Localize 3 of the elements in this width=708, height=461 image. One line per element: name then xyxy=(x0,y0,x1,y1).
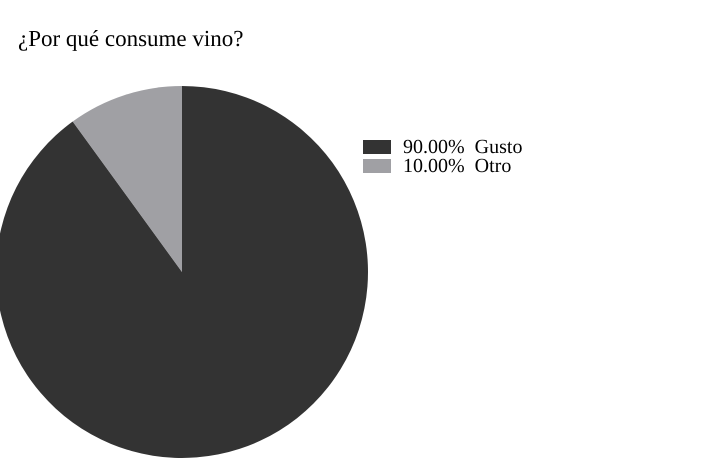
legend-label: 90.00% Gusto xyxy=(403,136,522,158)
chart-title: ¿Por qué consume vino? xyxy=(18,26,244,51)
legend-label: 10.00% Otro xyxy=(403,155,512,177)
